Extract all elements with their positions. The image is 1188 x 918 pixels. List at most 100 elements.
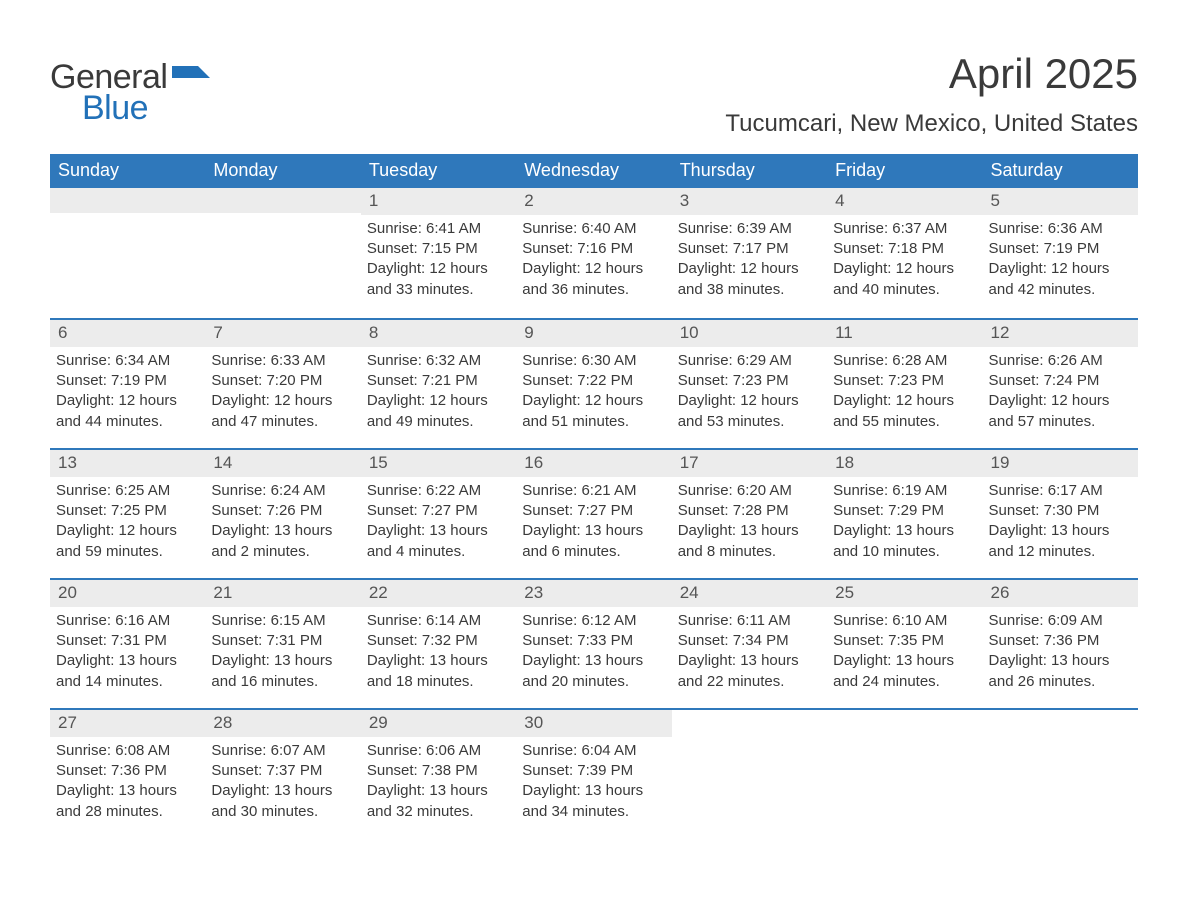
sunset-line: Sunset: 7:32 PM [367,631,510,651]
sunset-line: Sunset: 7:23 PM [833,371,976,391]
calendar-cell: 30Sunrise: 6:04 AMSunset: 7:39 PMDayligh… [516,710,671,838]
calendar-cell: 28Sunrise: 6:07 AMSunset: 7:37 PMDayligh… [205,710,360,838]
day-number: 28 [205,710,360,737]
daylight-line: Daylight: 13 hours and 30 minutes. [211,781,354,822]
sunset-line: Sunset: 7:28 PM [678,501,821,521]
sunset-line: Sunset: 7:25 PM [56,501,199,521]
calendar-cell: 25Sunrise: 6:10 AMSunset: 7:35 PMDayligh… [827,580,982,708]
day-number: 21 [205,580,360,607]
calendar-cell: 21Sunrise: 6:15 AMSunset: 7:31 PMDayligh… [205,580,360,708]
daylight-line: Daylight: 12 hours and 57 minutes. [989,391,1132,432]
daylight-line: Daylight: 13 hours and 32 minutes. [367,781,510,822]
day-header: Saturday [983,154,1138,188]
sunrise-line: Sunrise: 6:20 AM [678,481,821,501]
calendar-cell: 18Sunrise: 6:19 AMSunset: 7:29 PMDayligh… [827,450,982,578]
sunset-line: Sunset: 7:20 PM [211,371,354,391]
day-number: 5 [983,188,1138,215]
daylight-line: Daylight: 13 hours and 28 minutes. [56,781,199,822]
calendar-cell: 19Sunrise: 6:17 AMSunset: 7:30 PMDayligh… [983,450,1138,578]
day-number: 13 [50,450,205,477]
header: General Blue April 2025 Tucumcari, New M… [50,50,1138,148]
day-number: 29 [361,710,516,737]
sunrise-line: Sunrise: 6:41 AM [367,219,510,239]
calendar-cell: 6Sunrise: 6:34 AMSunset: 7:19 PMDaylight… [50,320,205,448]
sunset-line: Sunset: 7:33 PM [522,631,665,651]
sunrise-line: Sunrise: 6:11 AM [678,611,821,631]
sunrise-line: Sunrise: 6:33 AM [211,351,354,371]
sunset-line: Sunset: 7:21 PM [367,371,510,391]
day-header: Thursday [672,154,827,188]
sunrise-line: Sunrise: 6:40 AM [522,219,665,239]
day-number: 3 [672,188,827,215]
day-number: 10 [672,320,827,347]
calendar-week: 6Sunrise: 6:34 AMSunset: 7:19 PMDaylight… [50,318,1138,448]
sunset-line: Sunset: 7:34 PM [678,631,821,651]
sunrise-line: Sunrise: 6:22 AM [367,481,510,501]
daylight-line: Daylight: 13 hours and 34 minutes. [522,781,665,822]
sunset-line: Sunset: 7:27 PM [367,501,510,521]
day-number: 26 [983,580,1138,607]
daylight-line: Daylight: 12 hours and 44 minutes. [56,391,199,432]
calendar-cell: 3Sunrise: 6:39 AMSunset: 7:17 PMDaylight… [672,188,827,318]
daylight-line: Daylight: 13 hours and 6 minutes. [522,521,665,562]
logo-flag-icon [172,66,210,93]
calendar-cell: 17Sunrise: 6:20 AMSunset: 7:28 PMDayligh… [672,450,827,578]
daylight-line: Daylight: 12 hours and 47 minutes. [211,391,354,432]
calendar-cell: 27Sunrise: 6:08 AMSunset: 7:36 PMDayligh… [50,710,205,838]
day-header: Monday [205,154,360,188]
daylight-line: Daylight: 12 hours and 59 minutes. [56,521,199,562]
calendar-cell: 13 Sunrise: 6:25 AMSunset: 7:25 PMDayligh… [50,450,205,578]
calendar-week: 1Sunrise: 6:41 AMSunset: 7:15 PMDaylight… [50,188,1138,318]
daylight-line: Daylight: 12 hours and 33 minutes. [367,259,510,300]
calendar-cell: 9Sunrise: 6:30 AMSunset: 7:22 PMDaylight… [516,320,671,448]
sunrise-line: Sunrise: 6:04 AM [522,741,665,761]
daylight-line: Daylight: 12 hours and 40 minutes. [833,259,976,300]
day-number: 23 [516,580,671,607]
day-number: 18 [827,450,982,477]
day-number: 20 [50,580,205,607]
sunrise-line: Sunrise: 6:32 AM [367,351,510,371]
sunrise-line: Sunrise: 6:36 AM [989,219,1132,239]
calendar-cell [672,710,827,838]
calendar-cell: 8Sunrise: 6:32 AMSunset: 7:21 PMDaylight… [361,320,516,448]
daylight-line: Daylight: 13 hours and 14 minutes. [56,651,199,692]
daylight-line: Daylight: 13 hours and 2 minutes. [211,521,354,562]
logo: General Blue [50,58,210,128]
sunset-line: Sunset: 7:38 PM [367,761,510,781]
daylight-line: Daylight: 13 hours and 8 minutes. [678,521,821,562]
day-number: 7 [205,320,360,347]
day-number: 19 [983,450,1138,477]
sunrise-line: Sunrise: 6:10 AM [833,611,976,631]
sunrise-line: Sunrise: 6:12 AM [522,611,665,631]
day-number: 9 [516,320,671,347]
sunset-line: Sunset: 7:35 PM [833,631,976,651]
sunrise-line: Sunrise: 6:30 AM [522,351,665,371]
calendar-cell: 23Sunrise: 6:12 AMSunset: 7:33 PMDayligh… [516,580,671,708]
daylight-line: Daylight: 13 hours and 24 minutes. [833,651,976,692]
day-number: 24 [672,580,827,607]
sunrise-line: Sunrise: 6:25 AM [56,481,199,501]
sunrise-line: Sunrise: 6:15 AM [211,611,354,631]
sunset-line: Sunset: 7:27 PM [522,501,665,521]
day-header: Wednesday [516,154,671,188]
sunset-line: Sunset: 7:22 PM [522,371,665,391]
sunrise-line: Sunrise: 6:16 AM [56,611,199,631]
day-header: Tuesday [361,154,516,188]
day-number: 4 [827,188,982,215]
day-number: 22 [361,580,516,607]
calendar-cell: 22Sunrise: 6:14 AMSunset: 7:32 PMDayligh… [361,580,516,708]
calendar-cell: 2Sunrise: 6:40 AMSunset: 7:16 PMDaylight… [516,188,671,318]
calendar-week: 27Sunrise: 6:08 AMSunset: 7:36 PMDayligh… [50,708,1138,838]
location: Tucumcari, New Mexico, United States [725,110,1138,138]
sunset-line: Sunset: 7:37 PM [211,761,354,781]
sunrise-line: Sunrise: 6:37 AM [833,219,976,239]
sunrise-line: Sunrise: 6:29 AM [678,351,821,371]
sunset-line: Sunset: 7:31 PM [56,631,199,651]
sunset-line: Sunset: 7:18 PM [833,239,976,259]
day-number: 11 [827,320,982,347]
calendar-cell: 20 Sunrise: 6:16 AMSunset: 7:31 PMDayligh… [50,580,205,708]
sunset-line: Sunset: 7:23 PM [678,371,821,391]
sunset-line: Sunset: 7:39 PM [522,761,665,781]
calendar-cell: 5Sunrise: 6:36 AMSunset: 7:19 PMDaylight… [983,188,1138,318]
daylight-line: Daylight: 12 hours and 42 minutes. [989,259,1132,300]
